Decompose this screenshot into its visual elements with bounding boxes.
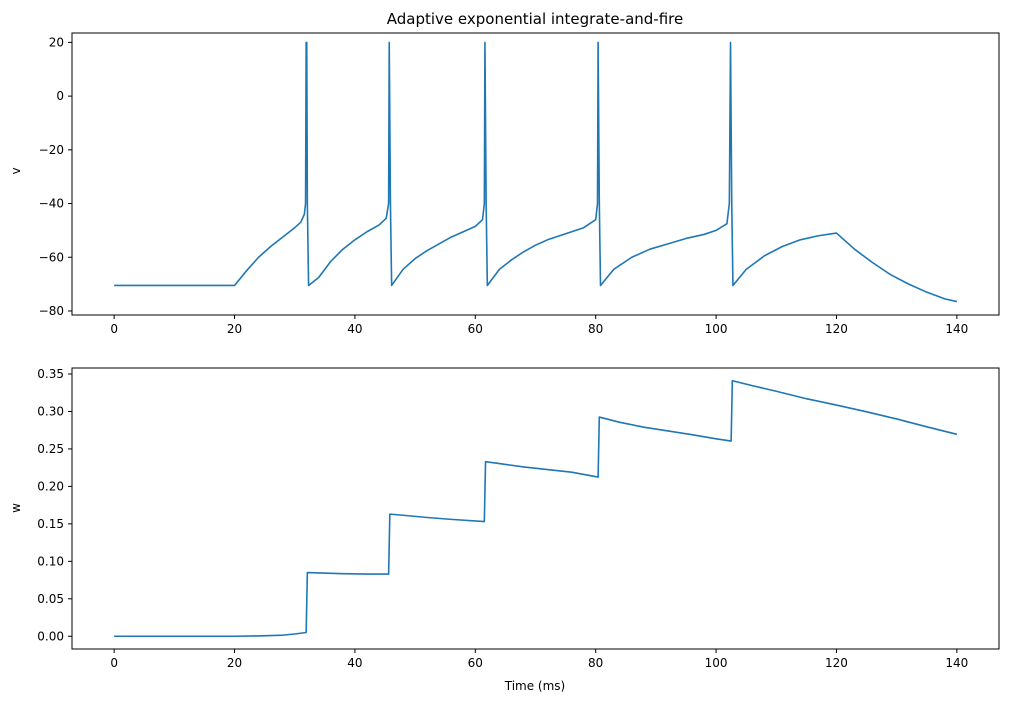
bottom-y-tick-label: 0.15 [37,517,64,531]
bottom-x-tick-label: 100 [705,656,728,670]
top-x-tick-label: 0 [110,322,118,336]
top-x-tick-label: 60 [468,322,483,336]
bottom-y-tick-label: 0.35 [37,367,64,381]
bottom-y-ticks: 0.00 0.05 0.10 0.15 0.20 0.25 0.30 0.35 [37,367,72,643]
top-x-tick-label: 120 [825,322,848,336]
top-y-tick-label: 20 [49,35,64,49]
top-plot-frame [71,32,1000,316]
bottom-x-tick-label: 80 [588,656,603,670]
top-y-tick-label: −40 [39,197,64,211]
bottom-y-tick-label: 0.05 [37,592,64,606]
bottom-y-tick-label: 0.00 [37,629,64,643]
bottom-x-ticks: 0 20 40 60 80 100 120 140 [110,649,968,670]
bottom-series [114,379,958,638]
bottom-y-tick-label: 0.20 [37,479,64,493]
top-x-tick-label: 100 [705,322,728,336]
bottom-x-tick-label: 120 [825,656,848,670]
bottom-y-tick-label: 0.25 [37,442,64,456]
top-series [114,41,958,303]
bottom-x-tick-label: 0 [110,656,118,670]
top-y-axis-label: v [9,167,23,174]
bottom-x-tick-label: 20 [227,656,242,670]
bottom-x-tick-label: 140 [945,656,968,670]
top-series-line [114,41,958,303]
top-x-tick-label: 20 [227,322,242,336]
bottom-series-line [114,379,958,638]
bottom-plot-frame [71,367,1000,650]
bottom-y-tick-label: 0.10 [37,554,64,568]
bottom-y-axis-label: w [9,503,23,513]
bottom-y-tick-label: 0.30 [37,404,64,418]
top-y-tick-label: 0 [56,89,64,103]
bottom-x-tick-label: 40 [347,656,362,670]
top-x-ticks: 0 20 40 60 80 100 120 140 [110,315,968,336]
bottom-chart: 0 20 40 60 80 100 120 140 0.000.050.100.150.200… [9,367,1000,693]
bottom-x-tick-label: 60 [468,656,483,670]
top-y-tick-label: −60 [39,250,64,264]
top-y-tick-label: −80 [39,304,64,318]
chart-title: Adaptive exponential integrate-and-fire [387,10,683,28]
top-y-tick-label: −20 [39,143,64,157]
top-x-tick-label: 140 [945,322,968,336]
top-y-ticks: −80 −60 −40 −20 0 20 [39,35,72,318]
top-x-tick-label: 40 [347,322,362,336]
bottom-x-axis-label: Time (ms) [504,679,566,693]
top-chart: Adaptive exponential integrate-and-fire … [9,10,1000,336]
top-x-tick-label: 80 [588,322,603,336]
